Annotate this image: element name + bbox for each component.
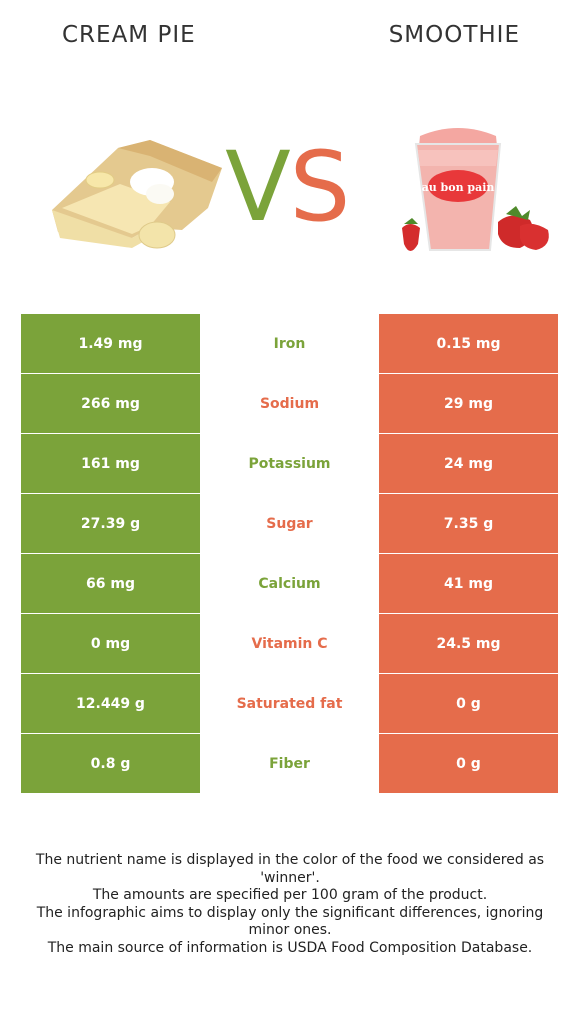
footer-line-source: The main source of information is USDA F… bbox=[47, 939, 533, 956]
left-value: 27.39 g bbox=[21, 494, 200, 553]
nutrient-label: Iron bbox=[200, 314, 379, 373]
right-value: 29 mg bbox=[379, 374, 558, 433]
footer-line-aims: The infographic aims to display only the… bbox=[36, 904, 544, 939]
right-value: 0 g bbox=[379, 674, 558, 733]
table-row: 161 mg Potassium 24 mg bbox=[21, 434, 558, 493]
table-row: 27.39 g Sugar 7.35 g bbox=[21, 494, 558, 553]
left-value: 1.49 mg bbox=[21, 314, 200, 373]
nutrient-label: Sugar bbox=[200, 494, 379, 553]
table-row: 266 mg Sodium 29 mg bbox=[21, 374, 558, 433]
smoothie-image: au bon pain bbox=[402, 128, 549, 251]
left-food-title: CREAM PIE bbox=[62, 22, 196, 48]
nutrient-label: Vitamin C bbox=[200, 614, 379, 673]
table-row: 0 mg Vitamin C 24.5 mg bbox=[21, 614, 558, 673]
left-value: 0 mg bbox=[21, 614, 200, 673]
footer-notes: The nutrient name is displayed in the co… bbox=[20, 852, 560, 957]
table-row: 0.8 g Fiber 0 g bbox=[21, 734, 558, 793]
footer-line-winner: The nutrient name is displayed in the co… bbox=[35, 852, 545, 886]
right-value: 41 mg bbox=[379, 554, 558, 613]
nutrient-label: Fiber bbox=[200, 734, 379, 793]
vs-s-letter: S bbox=[290, 131, 351, 243]
nutrient-label: Calcium bbox=[200, 554, 379, 613]
right-value: 0.15 mg bbox=[379, 314, 558, 373]
nutrient-label: Potassium bbox=[200, 434, 379, 493]
right-value: 24.5 mg bbox=[379, 614, 558, 673]
left-value: 266 mg bbox=[21, 374, 200, 433]
right-food-title: SMOOTHIE bbox=[388, 22, 520, 48]
right-value: 0 g bbox=[379, 734, 558, 793]
table-row: 12.449 g Saturated fat 0 g bbox=[21, 674, 558, 733]
right-value: 24 mg bbox=[379, 434, 558, 493]
table-row: 1.49 mg Iron 0.15 mg bbox=[21, 314, 558, 373]
cream-pie-image bbox=[52, 140, 222, 249]
comparison-table: 1.49 mg Iron 0.15 mg 266 mg Sodium 29 mg 161 m… bbox=[21, 314, 558, 794]
left-value: 161 mg bbox=[21, 434, 200, 493]
left-value: 12.449 g bbox=[21, 674, 200, 733]
table-row: 66 mg Calcium 41 mg bbox=[21, 554, 558, 613]
right-value: 7.35 g bbox=[379, 494, 558, 553]
nutrient-label: Sodium bbox=[200, 374, 379, 433]
vs-v-letter: V bbox=[225, 131, 291, 243]
hero-illustration: V S au bon pain bbox=[52, 128, 549, 251]
footer-line-amounts: The amounts are specified per 100 gram o… bbox=[92, 887, 488, 903]
cup-brand-label: au bon pain bbox=[422, 181, 495, 194]
nutrient-label: Saturated fat bbox=[200, 674, 379, 733]
left-value: 66 mg bbox=[21, 554, 200, 613]
left-value: 0.8 g bbox=[21, 734, 200, 793]
